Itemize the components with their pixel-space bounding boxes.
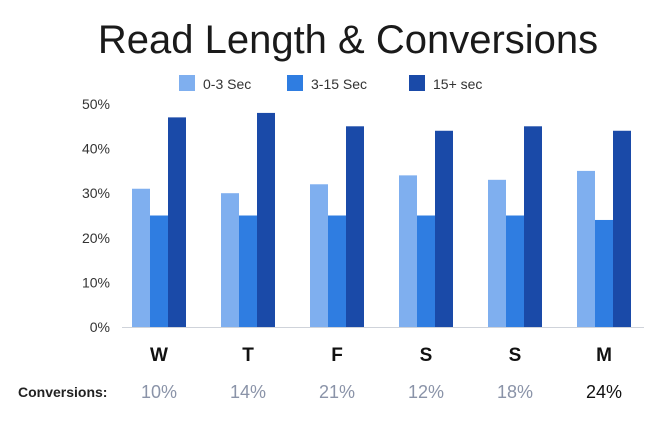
conversions-row: 10% 14% 21% 12% 18% 24% — [141, 382, 622, 402]
bar — [524, 126, 542, 327]
bar — [613, 130, 631, 327]
legend-label: 3-15 Sec — [311, 76, 367, 92]
chart-title: Read Length & Conversions — [98, 18, 598, 62]
conversion-value: 21% — [319, 382, 355, 402]
conversions-label: Conversions: — [18, 384, 107, 400]
x-category-label: W — [150, 345, 168, 366]
legend: 0-3 Sec 3-15 Sec 15+ sec — [179, 75, 482, 92]
y-axis: 0% 10% 20% 30% 40% 50% — [82, 96, 110, 335]
x-category-label: T — [242, 345, 254, 366]
bar — [132, 188, 150, 327]
x-category-label: S — [420, 345, 433, 366]
conversion-value: 14% — [230, 382, 266, 402]
legend-label: 15+ sec — [433, 76, 482, 92]
legend-swatch — [287, 75, 303, 91]
conversion-value: 18% — [497, 382, 533, 402]
bar — [595, 219, 613, 327]
bar — [257, 112, 275, 327]
y-tick-label: 40% — [82, 141, 110, 157]
y-tick-label: 50% — [82, 96, 110, 112]
bar — [417, 215, 435, 327]
bar — [399, 175, 417, 327]
x-category-label: S — [509, 345, 522, 366]
conversion-value: 12% — [408, 382, 444, 402]
legend-swatch — [409, 75, 425, 91]
bar — [506, 215, 524, 327]
bar — [488, 179, 506, 327]
legend-label: 0-3 Sec — [203, 76, 251, 92]
y-tick-label: 30% — [82, 185, 110, 201]
conversion-value: 24% — [586, 382, 622, 402]
x-category-label: M — [596, 345, 612, 366]
bar — [221, 193, 239, 327]
bar — [310, 184, 328, 327]
bar — [150, 215, 168, 327]
y-tick-label: 10% — [82, 274, 110, 290]
conversion-value: 10% — [141, 382, 177, 402]
bar — [328, 215, 346, 327]
y-tick-label: 0% — [90, 319, 110, 335]
bar — [577, 170, 595, 327]
x-category-label: F — [331, 345, 343, 366]
y-tick-label: 20% — [82, 230, 110, 246]
bar — [239, 215, 257, 327]
bar — [346, 126, 364, 327]
legend-swatch — [179, 75, 195, 91]
bars — [132, 112, 631, 327]
bar — [435, 130, 453, 327]
bar — [168, 117, 186, 327]
